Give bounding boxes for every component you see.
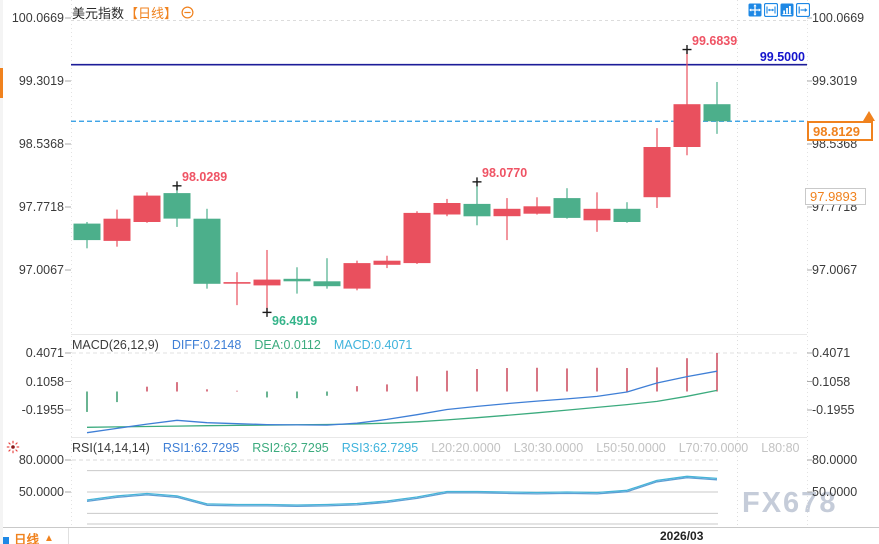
period-tag: 【日线】 [125, 6, 178, 21]
timeframe-label: 日线 [14, 533, 40, 544]
left-scrollbar[interactable] [0, 0, 3, 544]
fit-width-icon[interactable] [763, 2, 779, 18]
indicator-burst-icon[interactable] [6, 440, 20, 454]
watermark: FX678 [742, 487, 838, 519]
timeline-divider [68, 528, 69, 544]
rsi-level-label: L20:20.0000 [431, 441, 501, 455]
rsi-level-labels: L20:20.0000 L30:30.0000 L50:50.0000 L70:70.… [431, 441, 812, 455]
up-triangle-icon: ▲ [44, 533, 54, 544]
current-price-box: 98.8129 [807, 121, 873, 141]
rsi-header: RSI(14,14,14) RSI1:62.7295 RSI2:62.7295 … [72, 441, 812, 455]
macd-hist-readout: MACD:0.4071 [333, 338, 413, 352]
collapse-minus-icon[interactable] [181, 6, 194, 19]
pan-right-icon[interactable] [795, 2, 811, 18]
rsi-level-label: L30:30.0000 [513, 441, 584, 455]
scrollbar-corner [0, 537, 9, 544]
timeline-bar: 日线 ▲ 2026/03 [0, 527, 879, 544]
rsi-level-label: L50:50.0000 [596, 441, 666, 455]
chart-toolbar [748, 2, 811, 18]
move-tool-icon[interactable] [748, 3, 762, 17]
secondary-price-box: 97.9893 [805, 188, 866, 205]
rsi1-readout: RSI1:62.7295 [162, 441, 240, 455]
macd-dea-readout: DEA:0.0112 [254, 338, 321, 352]
date-label: 2026/03 [660, 529, 704, 543]
page-title: 美元指数 [72, 6, 125, 21]
rsi-level-label: L70:70.0000 [678, 441, 749, 455]
bar-chart-icon[interactable] [780, 3, 794, 17]
resistance-price-label: 99.5000 [759, 50, 805, 64]
chart-header: 美元指数 【日线】 [72, 3, 194, 22]
rsi2-readout: RSI2:62.7295 [252, 441, 329, 455]
macd-diff-readout: DIFF:0.2148 [171, 338, 242, 352]
macd-header: MACD(26,12,9) DIFF:0.2148 DEA:0.0112 MAC… [72, 338, 412, 352]
rsi3-readout: RSI3:62.7295 [341, 441, 419, 455]
rsi-name: RSI(14,14,14) [72, 441, 150, 455]
rsi-level-label: L80:80 [761, 441, 800, 455]
macd-name: MACD(26,12,9) [72, 338, 159, 352]
secondary-price-value: 97.9893 [810, 189, 857, 204]
current-price-value: 98.8129 [813, 123, 860, 139]
timeframe-selector[interactable]: 日线 ▲ [14, 529, 54, 544]
price-up-arrow-icon [863, 111, 875, 121]
scrollbar-thumb[interactable] [0, 68, 3, 98]
